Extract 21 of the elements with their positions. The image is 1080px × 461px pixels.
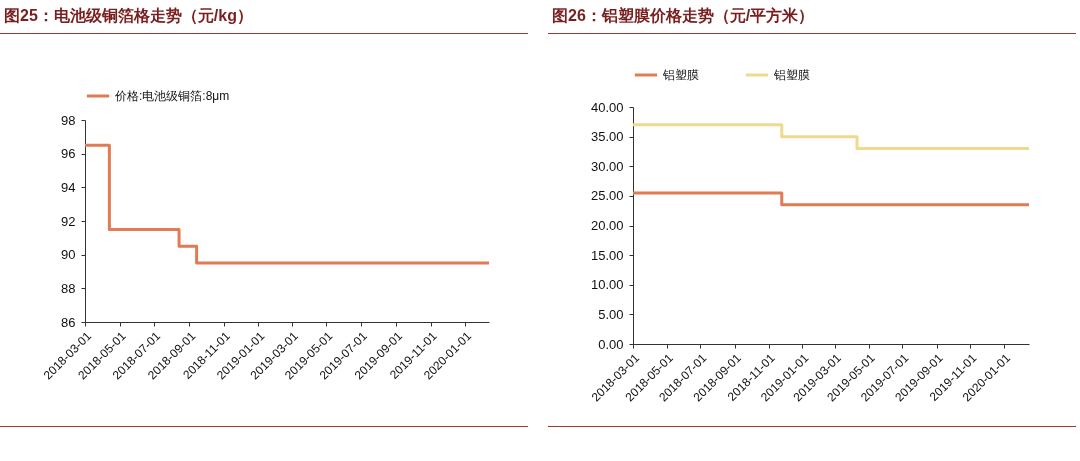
y-tick-label: 15.00 (590, 247, 624, 263)
y-tick-label: 98 (61, 112, 76, 128)
y-tick-label: 10.00 (590, 277, 624, 293)
chart-title: 图25：电池级铜箔格走势（元/kg） (0, 6, 528, 34)
y-tick-label: 90 (61, 247, 76, 263)
y-tick-label: 30.00 (590, 158, 624, 174)
y-tick-label: 40.00 (590, 99, 624, 115)
legend-label: 铝塑膜 (662, 68, 699, 82)
y-tick-label: 88 (61, 280, 76, 296)
y-tick-label: 25.00 (590, 188, 624, 204)
chart-title: 图26：铝塑膜价格走势（元/平方米） (548, 6, 1076, 34)
legend-label: 价格:电池级铜箔:8μm (114, 89, 230, 103)
y-tick-label: 86 (61, 314, 76, 330)
y-tick-label: 20.00 (590, 218, 624, 233)
y-tick-label: 96 (61, 146, 76, 162)
y-tick-label: 35.00 (590, 129, 624, 145)
y-tick-label: 92 (61, 213, 76, 229)
y-tick-label: 5.00 (598, 306, 624, 322)
y-tick-label: 94 (61, 179, 76, 195)
legend-label: 铝塑膜 (773, 68, 810, 82)
y-tick-label: 0.00 (598, 336, 624, 352)
